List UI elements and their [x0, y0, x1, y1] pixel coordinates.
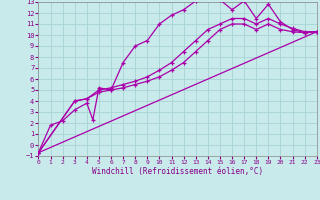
- X-axis label: Windchill (Refroidissement éolien,°C): Windchill (Refroidissement éolien,°C): [92, 167, 263, 176]
